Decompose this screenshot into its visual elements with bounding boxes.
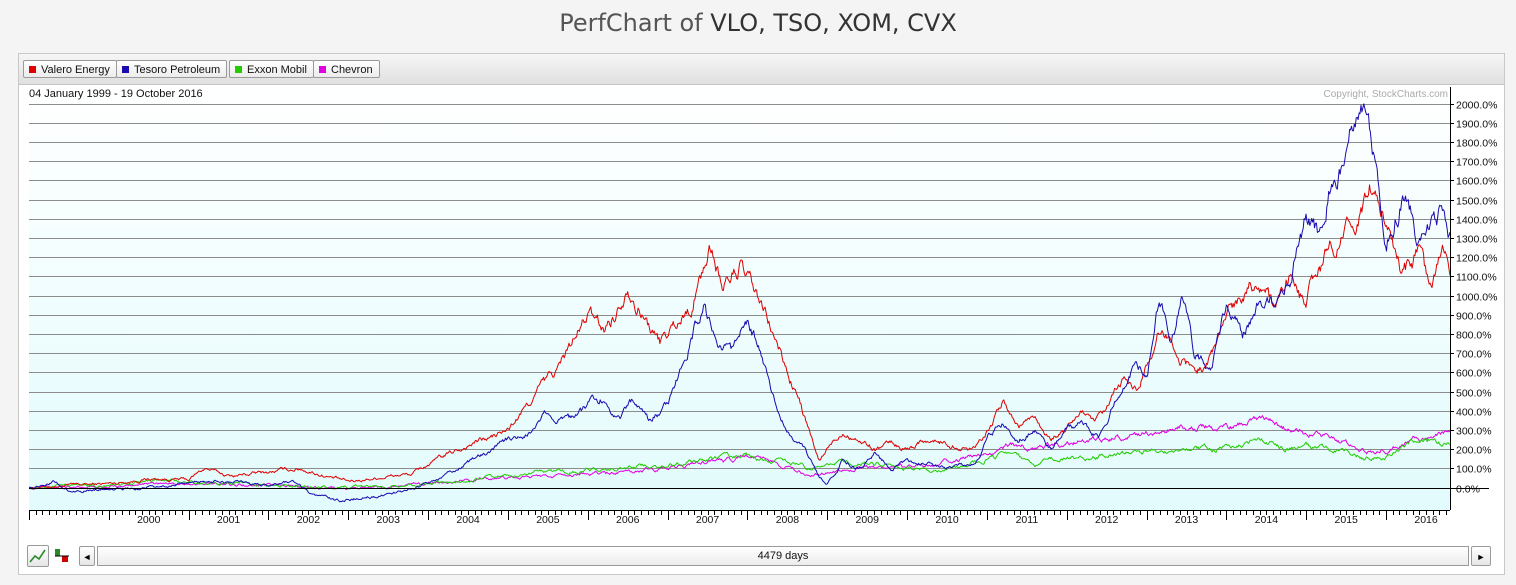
y-tick-label: 200.0% [1456,445,1492,457]
page-title-prefix: PerfChart of [559,9,703,37]
y-tick-label: 1400.0% [1456,215,1497,227]
y-tick-label: 0.0% [1456,484,1480,496]
x-tick-label: 2007 [696,514,720,526]
legend-label-chevron: Chevron [331,64,373,76]
x-tick-label: 2015 [1335,514,1359,526]
days-label: 4479 days [757,550,809,562]
x-tick-label: 2011 [1016,514,1039,526]
legend-label-valero: Valero Energy [41,64,110,76]
x-tick-label: 2009 [856,514,880,526]
swatch-valero [29,66,36,73]
y-tick-label: 1000.0% [1456,292,1497,304]
page-title-tickers: VLO, TSO, XOM, CVX [710,9,957,37]
legend-bar: Valero Energy Tesoro Petroleum Exxon Mob… [19,54,1504,85]
y-tick-label: 400.0% [1456,407,1492,419]
plot-area [29,87,1450,510]
bar-chart-icon [55,549,69,562]
y-tick-label: 1700.0% [1456,157,1497,169]
y-tick-label: 800.0% [1456,330,1492,342]
x-ticks [29,510,1447,520]
scroll-right-button[interactable]: ► [1471,546,1491,566]
line-chart-icon [29,549,46,563]
x-tick-label: 2016 [1414,514,1438,526]
y-tick-label: 1900.0% [1456,119,1497,131]
x-tick-label: 2003 [377,514,401,526]
chart-type-line-button[interactable] [27,545,49,567]
legend-item-exxon[interactable]: Exxon Mobil [229,60,314,78]
y-tick-label: 900.0% [1456,311,1492,323]
page-title: PerfChart of VLO, TSO, XOM, CVX [0,0,1516,46]
y-tick-label: 700.0% [1456,349,1492,361]
legend-label-tesoro: Tesoro Petroleum [134,64,221,76]
swatch-chevron [319,66,326,73]
x-tick-label: 2012 [1095,514,1119,526]
x-tick-label: 2005 [536,514,560,526]
x-tick-label: 2008 [776,514,800,526]
series-line-valero-energy [29,184,1450,490]
y-tick-label: 2000.0% [1456,100,1497,112]
x-tick-label: 2004 [456,514,480,526]
y-tick-label: 300.0% [1456,426,1492,438]
legend-label-exxon: Exxon Mobil [247,64,307,76]
left-arrow-icon: ◄ [82,552,92,562]
y-tick-label: 1200.0% [1456,253,1497,265]
perf-chart: 0.0% 100.0% 200.0% 300.0% 400.0% 500.0% 600.0%… [29,87,1497,526]
legend-item-tesoro[interactable]: Tesoro Petroleum [116,60,228,78]
y-tick-labels: 0.0% 100.0% 200.0% 300.0% 400.0% 500.0% 600.0%… [1456,100,1497,496]
chart-type-bar-button[interactable] [52,545,74,567]
x-tick-label: 2002 [297,514,321,526]
series-line-tesoro-petroleum [29,103,1450,503]
y-tick-label: 600.0% [1456,368,1492,380]
swatch-tesoro [122,66,129,73]
y-tick-label: 1300.0% [1456,234,1497,246]
y-tick-label: 100.0% [1456,464,1492,476]
legend-item-chevron[interactable]: Chevron [313,60,380,78]
date-range: 04 January 1999 - 19 October 2016 [29,88,203,100]
x-tick-label: 2013 [1175,514,1199,526]
x-tick-label: 2000 [137,514,161,526]
y-tick-label: 1100.0% [1456,272,1497,284]
x-tick-label: 2010 [935,514,959,526]
x-tick-label: 2014 [1255,514,1279,526]
x-tick-labels: 2000 2001 2002 2003 2004 2005 2006 2007 2008 2009… [137,514,1438,526]
scroll-left-button[interactable]: ◄ [79,546,95,566]
y-tick-label: 500.0% [1456,388,1492,400]
y-tick-label: 1500.0% [1456,196,1497,208]
right-arrow-icon: ► [1476,552,1486,562]
copyright: Copyright, StockCharts.com [1324,89,1449,100]
chart-frame: Valero Energy Tesoro Petroleum Exxon Mob… [18,53,1505,575]
series-lines [29,103,1450,503]
y-tick-label: 1800.0% [1456,138,1497,150]
swatch-exxon [235,66,242,73]
x-tick-label: 2001 [217,514,241,526]
x-tick-label: 2006 [616,514,640,526]
y-tick-label: 1600.0% [1456,176,1497,188]
time-scrollbar[interactable]: 4479 days [97,546,1469,566]
